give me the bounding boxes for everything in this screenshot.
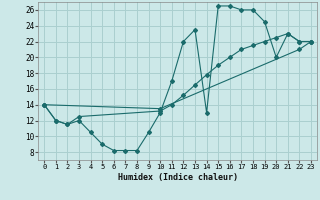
X-axis label: Humidex (Indice chaleur): Humidex (Indice chaleur) [118, 173, 238, 182]
